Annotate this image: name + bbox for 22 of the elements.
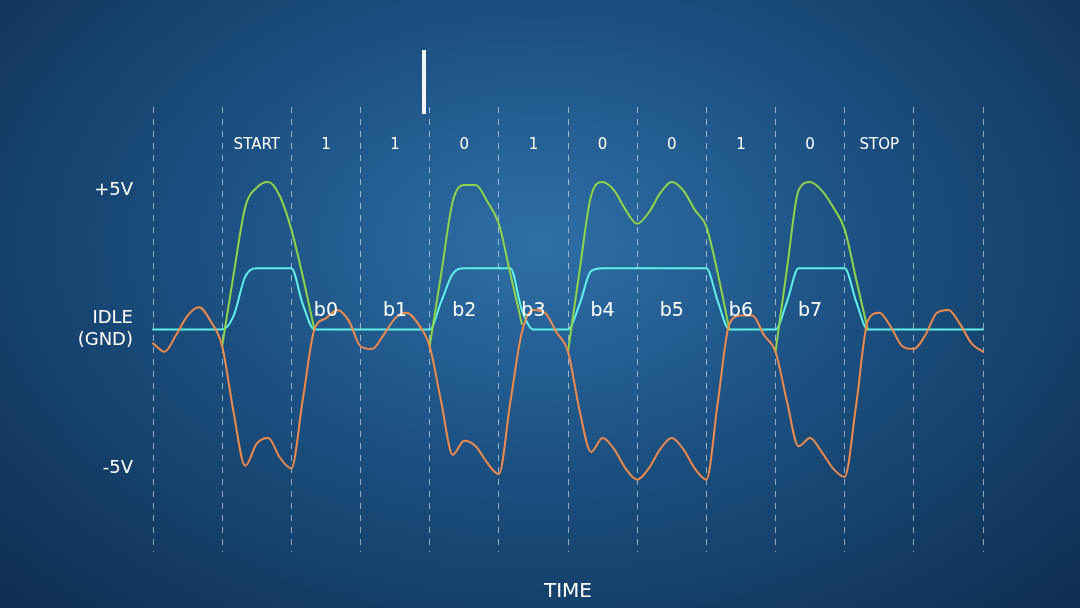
annotation: b6 (728, 298, 753, 321)
annotation: b5 (659, 298, 684, 321)
x-axis-title: TIME (542, 578, 593, 603)
annotation: b7 (798, 298, 823, 321)
annotation: 0 (805, 134, 815, 153)
annotation: b1 (383, 298, 408, 321)
y-tick-label: +5V (94, 178, 134, 200)
annotation: 1 (736, 134, 746, 153)
annotation: 0 (666, 134, 677, 153)
annotation: 0 (459, 134, 470, 153)
annotation: 0 (597, 134, 608, 153)
y-tick-label: IDLE (GND) (77, 306, 133, 349)
annotation: b2 (452, 298, 477, 321)
annotation: 1 (321, 134, 331, 153)
line-series (152, 267, 984, 331)
annotation: START (233, 134, 281, 153)
annotation: b0 (313, 298, 338, 321)
annotation: b4 (590, 298, 615, 321)
annotation: 1 (528, 134, 539, 153)
annotation: 1 (390, 134, 400, 153)
annotation: STOP (859, 134, 900, 153)
y-tick-label: -5V (102, 456, 134, 478)
